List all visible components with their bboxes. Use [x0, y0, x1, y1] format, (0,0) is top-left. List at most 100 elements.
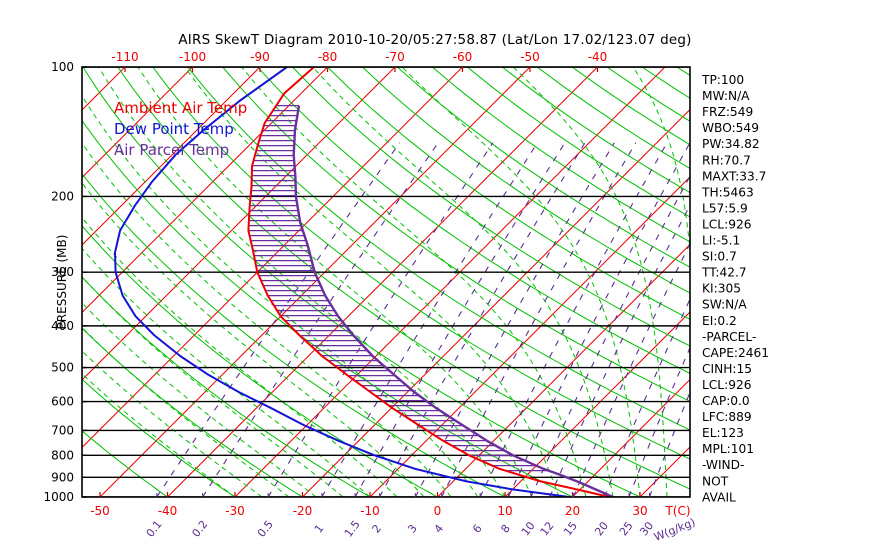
isotherm-line [82, 67, 261, 246]
isotherm-line [82, 67, 463, 449]
temp-axis-label: T(C) [664, 504, 690, 518]
stat-line: SI:0.7 [702, 250, 737, 264]
plot-frame [81, 66, 691, 498]
mixing-ratio-line [202, 142, 439, 497]
page-title: AIRS SkewT Diagram 2010-10-20/05:27:58.8… [178, 32, 692, 48]
bottom-temp-tick-label: 0 [434, 504, 442, 518]
mixing-ratio-line [321, 142, 538, 497]
pressure-tick-label: 900 [51, 470, 74, 484]
dewpoint-temp-curve [114, 67, 570, 497]
bottom-temp-tick-label: -20 [293, 504, 313, 518]
mixing-ratio-line [414, 142, 615, 497]
top-temp-tick-label: -70 [385, 50, 405, 64]
dry-adiabat-line [257, 67, 690, 374]
mixing-ratio-tick-label: 10 [519, 519, 538, 538]
bottom-temp-tick-label: -50 [90, 504, 110, 518]
mixing-ratio-line [479, 142, 668, 497]
top-temp-tick-label: -40 [588, 50, 608, 64]
isotherm-line [302, 108, 690, 497]
moist-adiabat-line [82, 302, 317, 497]
stat-line: PW:34.82 [702, 137, 760, 151]
stat-line: NOT [702, 474, 729, 488]
stat-line: TP:100 [701, 73, 744, 87]
mixing-ratio-line [379, 142, 586, 497]
stat-line: LFC:889 [702, 410, 752, 424]
moist-adiabat-line [82, 247, 371, 497]
stat-line: -WIND- [702, 458, 744, 472]
isotherm-line [167, 67, 598, 497]
stat-line: L57:5.9 [702, 201, 748, 215]
profile-curves-group [114, 67, 614, 497]
dry-adiabat-line [782, 67, 870, 497]
mixing-ratio-tick-label: 25 [617, 519, 636, 538]
parcel-temp-curve [292, 105, 614, 497]
dry-adiabat-line [152, 67, 690, 460]
dry-adiabat-line [117, 67, 690, 490]
top-temp-tick-label: -80 [318, 50, 338, 64]
stat-line: LCL:926 [702, 217, 751, 231]
cape-shading-group [248, 105, 549, 472]
pressure-tick-label: 200 [51, 189, 74, 203]
dry-adiabat-line [82, 276, 371, 497]
mixing-ratio-tick-label: 15 [561, 519, 580, 538]
stat-line: FRZ:549 [702, 105, 753, 119]
mixing-ratio-tick-label: 3 [405, 522, 420, 536]
mixing-ratio-line [628, 346, 690, 497]
stat-line: MPL:101 [702, 442, 754, 456]
dry-adiabat-line [82, 225, 438, 497]
stat-line: EL:123 [702, 426, 744, 440]
bottom-temp-tick-label: -40 [158, 504, 178, 518]
legend-dewpoint: Dew Point Temp [114, 120, 234, 138]
dry-adiabat-line [501, 67, 690, 194]
stat-line: TT:42.7 [701, 266, 747, 280]
pressure-tick-label: 800 [51, 448, 74, 462]
moist-adiabat-line [312, 67, 614, 497]
isotherm-line [437, 243, 690, 497]
dry-adiabat-line [82, 378, 236, 497]
moist-adiabat-line [82, 276, 344, 497]
moist-adiabat-line [82, 142, 452, 497]
dry-adiabat-line [817, 67, 870, 497]
stat-line: CAPE:2461 [702, 346, 769, 360]
stat-line: RH:70.7 [702, 153, 751, 167]
dry-adiabat-line [292, 67, 690, 347]
mixing-ratio-tick-label: 1.5 [342, 518, 363, 540]
top-temp-tick-label: -110 [111, 50, 138, 64]
mixing-ratio-tick-label: 0.2 [189, 518, 210, 540]
dry-adiabat-line [222, 67, 690, 402]
pressure-tick-label: 700 [51, 423, 74, 437]
bottom-temp-tick-label: 30 [632, 504, 647, 518]
bottom-temp-tick-label: -10 [360, 504, 380, 518]
gridlines-group [0, 67, 870, 497]
isotherm-line [0, 67, 58, 497]
mixing-ratio-line [354, 142, 566, 497]
isotherm-line [572, 378, 690, 497]
mixing-ratio-line [507, 142, 690, 497]
stat-line: LCL:926 [702, 378, 751, 392]
pressure-tick-label: 400 [51, 319, 74, 333]
y-axis-label: PRESSURE (MB) [55, 235, 69, 330]
stat-line: KI:305 [702, 282, 741, 296]
pressure-tick-label: 1000 [43, 490, 74, 504]
mixing-ratio-tick-label: 8 [498, 522, 513, 536]
top-temp-tick-label: -90 [250, 50, 270, 64]
stat-line: AVAIL [702, 490, 736, 504]
moist-adiabat-line [98, 67, 506, 497]
stat-line: CINH:15 [702, 362, 752, 376]
mixing-ratio-tick-label: 0.1 [144, 518, 165, 540]
bottom-temp-tick-label: 10 [497, 504, 512, 518]
dry-adiabat-line [431, 67, 690, 243]
moist-adiabat-line [401, 67, 641, 497]
mixing-ratio-line [549, 204, 690, 497]
top-temp-tick-label: -100 [179, 50, 206, 64]
isotherm-line [99, 67, 531, 497]
mixing-ratio-tick-label: 0.5 [255, 518, 276, 540]
stat-line: MW:N/A [702, 89, 750, 103]
mixing-ratio-tick-label: 4 [432, 522, 447, 536]
pressure-tick-label: 500 [51, 361, 74, 375]
mixing-ratio-line [267, 142, 494, 497]
mixing-ratio-tick-label: 2 [370, 522, 385, 536]
dry-adiabat-line [82, 172, 506, 497]
pressure-tick-label: 100 [51, 60, 74, 74]
top-temp-tick-label: -60 [453, 50, 473, 64]
